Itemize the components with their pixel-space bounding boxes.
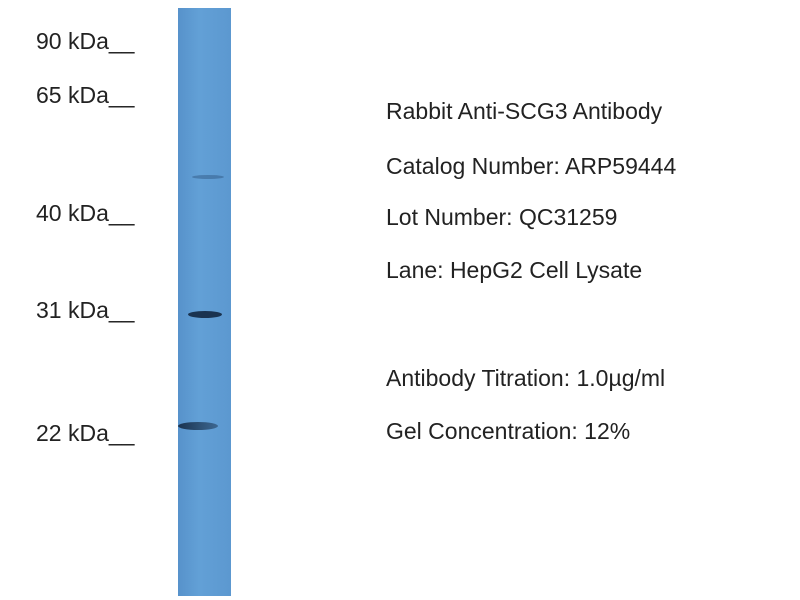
band-faint	[192, 175, 224, 179]
marker-22kda: 22 kDa__	[36, 420, 135, 446]
antibody-titration: Antibody Titration: 1.0µg/ml	[386, 365, 666, 391]
lane-description: Lane: HepG2 Cell Lysate	[386, 257, 643, 283]
marker-31kda: 31 kDa__	[36, 297, 135, 323]
marker-90kda: 90 kDa__	[36, 28, 135, 54]
band-31kda	[188, 311, 222, 318]
band-22kda	[178, 422, 218, 430]
antibody-name: Rabbit Anti-SCG3 Antibody	[386, 98, 663, 124]
catalog-number: Catalog Number: ARP59444	[386, 153, 677, 179]
gel-concentration: Gel Concentration: 12%	[386, 418, 631, 444]
lot-number: Lot Number: QC31259	[386, 204, 618, 230]
marker-40kda: 40 kDa__	[36, 200, 135, 226]
blot-lane	[178, 8, 231, 596]
marker-65kda: 65 kDa__	[36, 82, 135, 108]
